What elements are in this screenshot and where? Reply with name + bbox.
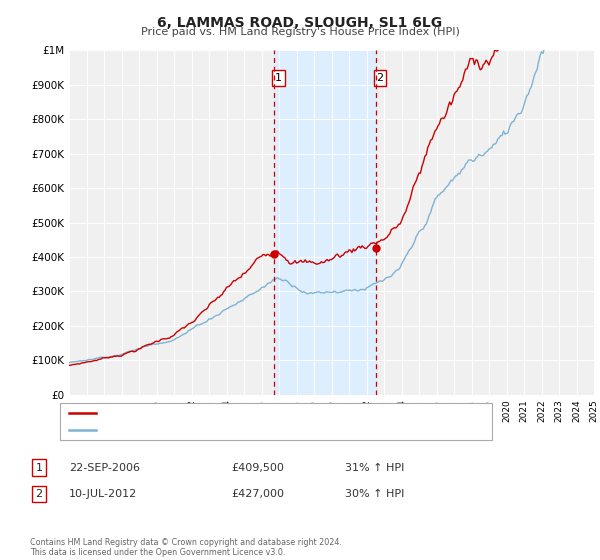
Text: 6, LAMMAS ROAD, SLOUGH, SL1 6LG: 6, LAMMAS ROAD, SLOUGH, SL1 6LG xyxy=(157,16,443,30)
Text: 6, LAMMAS ROAD, SLOUGH, SL1 6LG (detached house): 6, LAMMAS ROAD, SLOUGH, SL1 6LG (detache… xyxy=(103,408,377,418)
Bar xyxy=(274,50,376,395)
Text: 10-JUL-2012: 10-JUL-2012 xyxy=(69,489,137,499)
Text: 1: 1 xyxy=(275,73,282,83)
Text: Contains HM Land Registry data © Crown copyright and database right 2024.
This d: Contains HM Land Registry data © Crown c… xyxy=(30,538,342,557)
Text: 2: 2 xyxy=(35,489,43,499)
Text: 2: 2 xyxy=(376,73,383,83)
Text: £427,000: £427,000 xyxy=(231,489,284,499)
Text: 30% ↑ HPI: 30% ↑ HPI xyxy=(345,489,404,499)
Text: £409,500: £409,500 xyxy=(231,463,284,473)
Text: 22-SEP-2006: 22-SEP-2006 xyxy=(69,463,140,473)
Text: 1: 1 xyxy=(35,463,43,473)
Text: 31% ↑ HPI: 31% ↑ HPI xyxy=(345,463,404,473)
Text: Price paid vs. HM Land Registry's House Price Index (HPI): Price paid vs. HM Land Registry's House … xyxy=(140,27,460,37)
Text: HPI: Average price, detached house, Slough: HPI: Average price, detached house, Slou… xyxy=(103,425,322,435)
